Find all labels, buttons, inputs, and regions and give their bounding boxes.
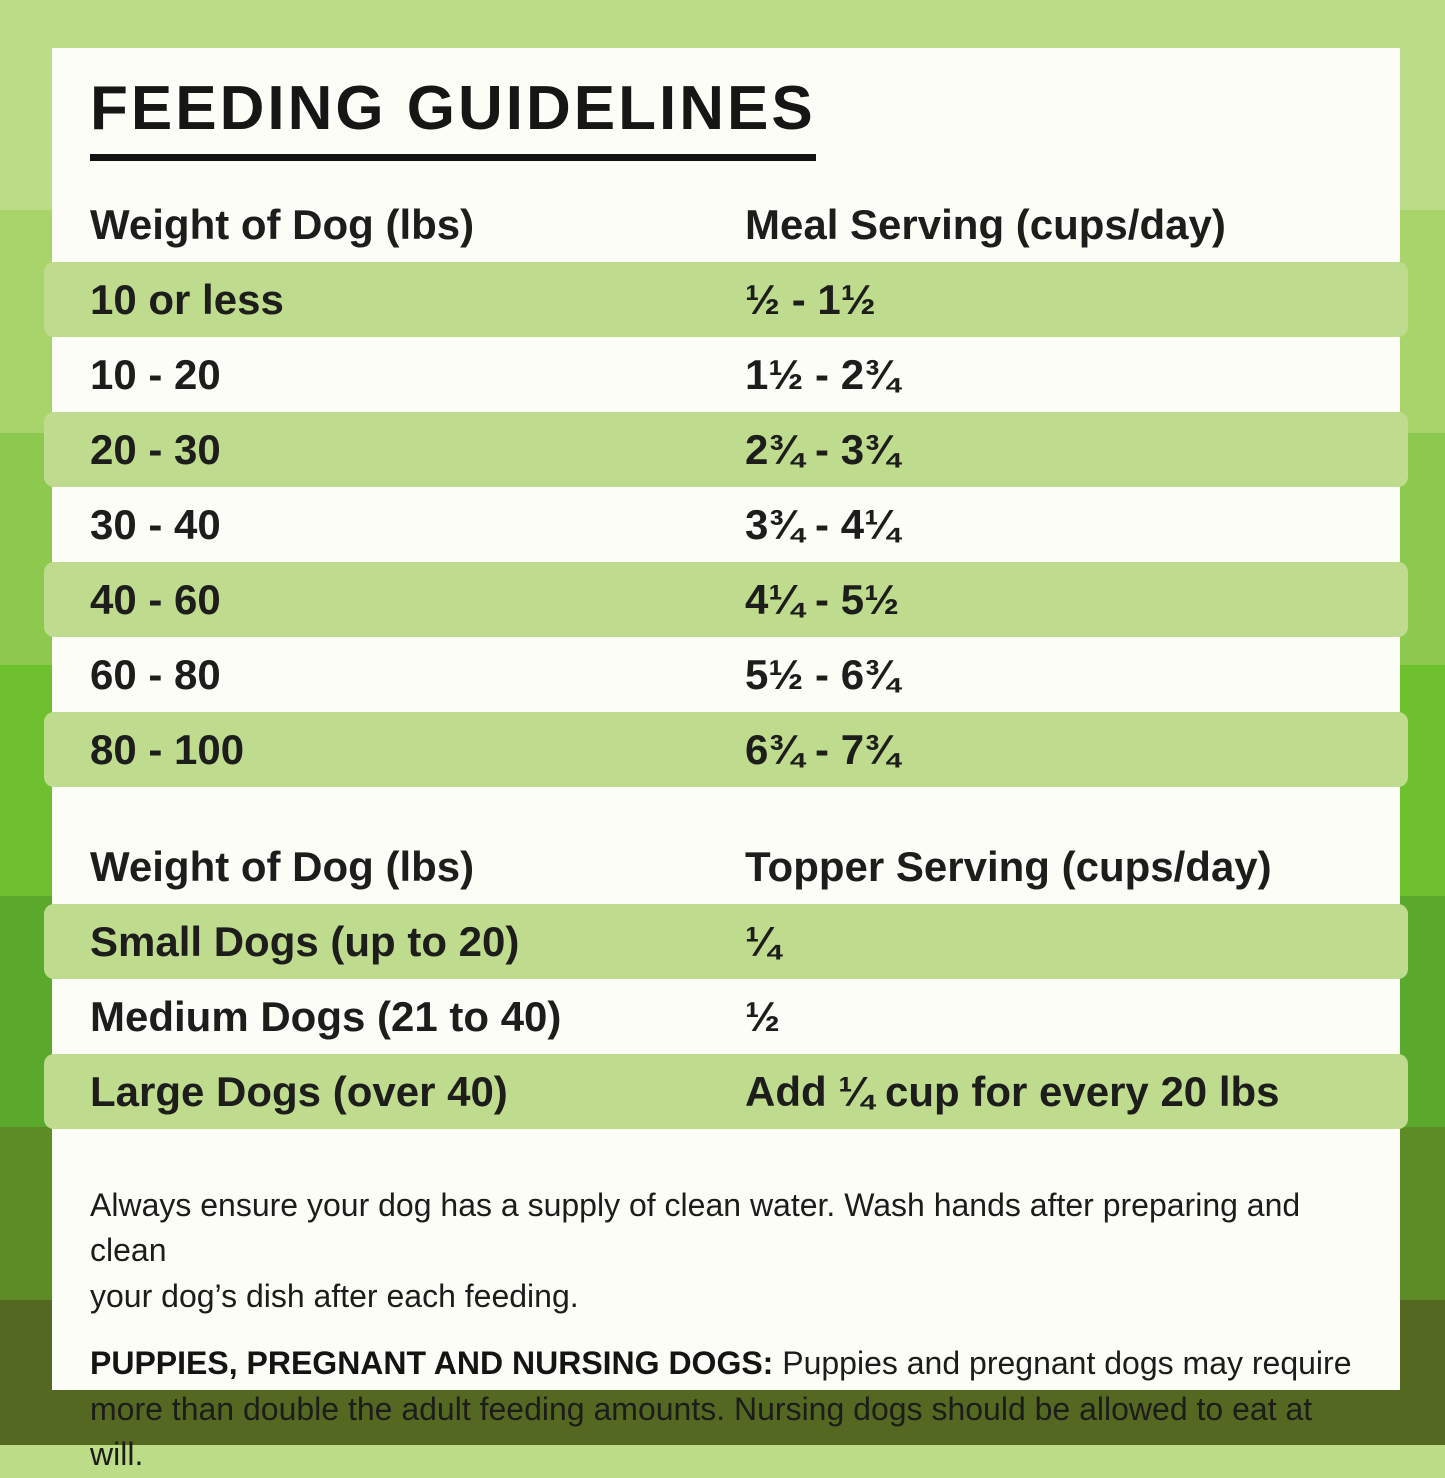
weight-cell: 30 - 40: [90, 500, 221, 548]
weight-cell: 80 - 100: [90, 725, 245, 773]
table-row: 40 - 60 4¼ - 5½: [44, 562, 1408, 637]
topper-serving-table: Weight of Dog (lbs) Topper Serving (cups…: [44, 829, 1408, 1129]
table-row: Small Dogs (up to 20) ¼: [44, 904, 1408, 979]
table-row: 80 - 100 6¾ - 7¾: [44, 712, 1408, 787]
table-row: 10 or less ½ - 1½: [44, 262, 1408, 337]
topper-table-header-row: Weight of Dog (lbs) Topper Serving (cups…: [90, 829, 1362, 904]
weight-cell: 10 - 20: [90, 350, 221, 398]
table-row: Medium Dogs (21 to 40) ½: [90, 979, 1362, 1054]
feeding-guidelines-card: FEEDING GUIDELINES Weight of Dog (lbs) M…: [44, 48, 1408, 1472]
puppies-note-text: Puppies and pregnant dogs may require mo…: [90, 1345, 1352, 1473]
serving-cell: ½: [745, 992, 781, 1040]
topper-table-rows: Small Dogs (up to 20) ¼ Medium Dogs (21 …: [44, 904, 1408, 1129]
serving-cell: 4¼ - 5½: [745, 575, 900, 623]
clean-water-note: Always ensure your dog has a supply of c…: [90, 1187, 1301, 1314]
puppies-note: PUPPIES, PREGNANT AND NURSING DOGS: Pupp…: [90, 1341, 1362, 1477]
meal-serving-column-header: Meal Serving (cups/day): [745, 200, 1226, 248]
meal-table-rows: 10 or less ½ - 1½ 10 - 20 1½ - 2¾ 20 - 3…: [44, 262, 1408, 787]
topper-serving-column-header: Topper Serving (cups/day): [745, 842, 1272, 890]
table-row: 60 - 80 5½ - 6¾: [90, 637, 1362, 712]
table-row: 20 - 30 2¾ - 3¾: [44, 412, 1408, 487]
weight-cell: Small Dogs (up to 20): [90, 917, 520, 965]
weight-cell: 60 - 80: [90, 650, 221, 698]
puppies-note-label: PUPPIES, PREGNANT AND NURSING DOGS:: [90, 1345, 774, 1382]
weight-cell: Medium Dogs (21 to 40): [90, 992, 562, 1040]
serving-cell: 6¾ - 7¾: [745, 725, 900, 773]
table-row: Large Dogs (over 40) Add ¼ cup for every…: [44, 1054, 1408, 1129]
table-row: 30 - 40 3¾ - 4¼: [90, 487, 1362, 562]
table-row: 10 - 20 1½ - 2¾: [90, 337, 1362, 412]
serving-cell: 3¾ - 4¼: [745, 500, 900, 548]
weight-cell: 40 - 60: [90, 575, 221, 623]
page-title: FEEDING GUIDELINES: [90, 78, 816, 161]
meal-serving-table: Weight of Dog (lbs) Meal Serving (cups/d…: [44, 187, 1408, 787]
serving-cell: 2¾ - 3¾: [745, 425, 900, 473]
weight-cell: Large Dogs (over 40): [90, 1067, 508, 1115]
serving-cell: Add ¼ cup for every 20 lbs: [745, 1067, 1280, 1115]
serving-cell: 5½ - 6¾: [745, 650, 900, 698]
serving-cell: ¼: [745, 917, 781, 965]
meal-table-header-row: Weight of Dog (lbs) Meal Serving (cups/d…: [90, 187, 1362, 262]
weight-column-header: Weight of Dog (lbs): [90, 200, 475, 248]
weight-cell: 10 or less: [90, 275, 284, 323]
weight-cell: 20 - 30: [90, 425, 221, 473]
serving-cell: ½ - 1½: [745, 275, 876, 323]
weight-column-header: Weight of Dog (lbs): [90, 842, 475, 890]
serving-cell: 1½ - 2¾: [745, 350, 900, 398]
